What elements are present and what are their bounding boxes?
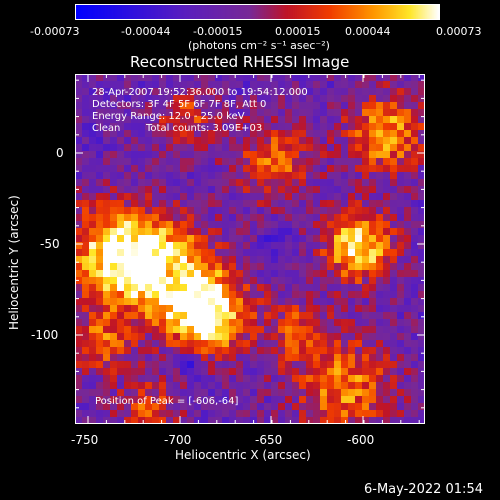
x-tick-minus650: -650 xyxy=(255,433,283,447)
x-tick-minus600: -600 xyxy=(347,433,375,447)
x-tick-minus700: -700 xyxy=(164,433,192,447)
colorbar-tick-6: 0.00073 xyxy=(436,25,482,38)
colorbar xyxy=(75,4,440,20)
y-tick-minus100: -100 xyxy=(31,328,59,342)
colorbar-tick-3: -0.00015 xyxy=(193,25,243,38)
info-peak-position: Position of Peak = [-606,-64] xyxy=(95,396,239,407)
colorbar-tick-5: 0.00044 xyxy=(345,25,391,38)
timestamp: 6-May-2022 01:54 xyxy=(364,482,483,497)
y-axis-label: Heliocentric Y (arcsec) xyxy=(7,195,21,330)
reconstructed-image xyxy=(75,74,425,424)
info-detectors: Detectors: 3F 4F 5F 6F 7F 8F, Att 0 xyxy=(92,99,267,110)
colorbar-tick-2: -0.00044 xyxy=(121,25,171,38)
plot-title: Reconstructed RHESSI Image xyxy=(130,53,350,71)
y-tick-minus50: -50 xyxy=(40,237,60,251)
colorbar-units: (photons cm⁻² s⁻¹ asec⁻²) xyxy=(188,39,330,52)
colorbar-tick-4: 0.00015 xyxy=(275,25,321,38)
info-time-range: 28-Apr-2007 19:52:36.000 to 19:54:12.000 xyxy=(92,87,308,98)
info-total-counts: Total counts: 3.09E+03 xyxy=(146,123,263,134)
info-method: Clean xyxy=(92,123,121,134)
plot-frame xyxy=(75,74,425,424)
info-energy-range: Energy Range: 12.0 - 25.0 keV xyxy=(92,111,245,122)
y-tick-0: 0 xyxy=(56,146,64,160)
x-tick-minus750: -750 xyxy=(71,433,99,447)
x-axis-label: Heliocentric X (arcsec) xyxy=(175,448,311,462)
colorbar-tick-1: -0.00073 xyxy=(30,25,80,38)
